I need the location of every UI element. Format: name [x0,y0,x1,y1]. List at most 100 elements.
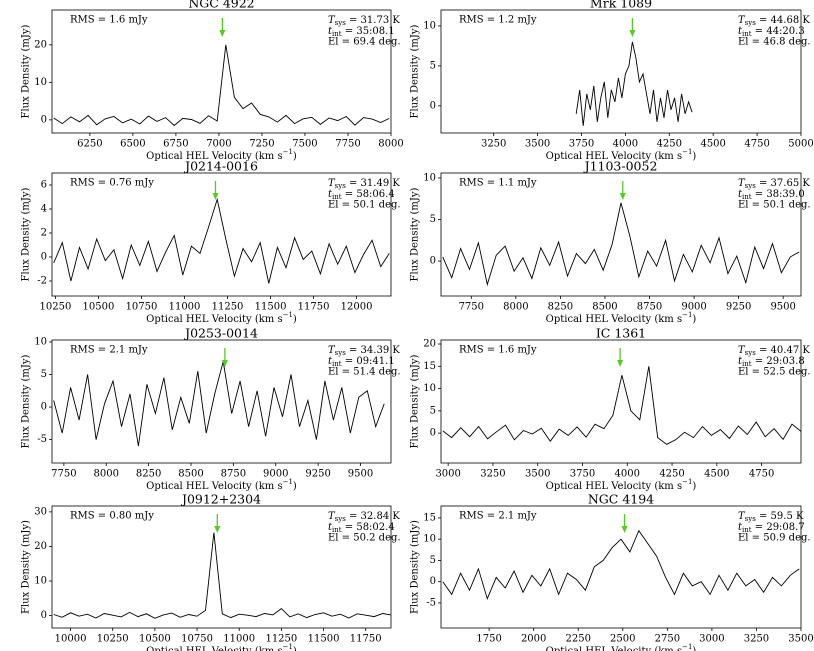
x-tick-label: 3750 [569,139,594,150]
y-tick-label: 5 [430,405,436,416]
el-label: El = 69.4 deg. [328,37,401,48]
value: = 37.65 K [756,178,811,189]
rms-label: RMS = 0.76 mJy [70,178,154,189]
el-label: El = 51.4 deg. [328,367,401,378]
x-tick-label: 9500 [770,302,795,313]
tint-label: tint = 58:02.4 [328,522,395,535]
subscript: int [742,526,752,534]
tint-label: tint = 35:08.1 [328,26,395,39]
value: = 29:08.7 [752,522,805,533]
y-tick-label: 10 [34,77,47,88]
plot-frame [440,339,802,464]
tsys-label: Tsys = 59.5 K [738,511,804,524]
spectrum-line [53,44,390,127]
panel-title: J0912+2304 [180,492,261,507]
y-tick-label: 0 [41,252,47,263]
x-axis-label-part: −1 [283,311,293,319]
arrow-head [212,193,219,200]
x-tick-label: 3000 [699,634,724,645]
y-tick-label: -5 [37,434,47,445]
y-axis-label: Flux Density (mJy) [410,520,421,614]
x-tick-label: 11500 [255,302,287,313]
y-axis-label: Flux Density (mJy) [21,520,32,614]
subscript: int [742,360,752,368]
y-axis-label: Flux Density (mJy) [410,24,421,118]
x-tick-label: 4750 [749,469,774,480]
rms-label: RMS = 1.2 mJy [459,15,537,26]
y-axis-label: Flux Density (mJy) [21,24,32,118]
plot-frame [51,172,392,297]
x-axis-label: Optical HEL Velocity (km s−1) [146,643,297,651]
x-tick-label: 8500 [178,469,203,480]
y-tick-label: 10 [423,20,436,31]
x-tick-label: 11000 [223,634,255,645]
x-tick-label: 9250 [305,469,330,480]
value: = 31.49 K [346,178,401,189]
x-axis-label-part: ) [692,646,696,651]
spectrum-line [442,366,802,445]
tsys-label: Tsys = 40.47 K [738,345,810,358]
x-axis-label-part: −1 [283,478,293,486]
x-tick-label: 8000 [378,139,403,150]
x-tick-label: 1750 [476,634,501,645]
x-tick-label: 3500 [525,469,550,480]
symbol: t [738,522,743,533]
rms-label: RMS = 2.1 mJy [70,345,148,356]
value: = 34.39 K [346,345,401,356]
x-axis-label: Optical HEL Velocity (km s−1) [146,148,297,162]
x-axis-label-part: −1 [283,643,293,651]
x-tick-label: 4250 [657,139,682,150]
symbol: t [738,189,743,200]
subscript: int [742,30,752,38]
x-axis-label-part: Optical HEL Velocity (km s [146,646,282,651]
x-tick-label: 4000 [615,469,640,480]
y-axis-label: Flux Density (mJy) [21,187,32,281]
x-axis-label-part: Optical HEL Velocity (km s [546,646,682,651]
x-axis-label: Optical HEL Velocity (km s−1) [146,311,297,325]
x-tick-label: 4250 [659,469,684,480]
panel: J1103-0052 7750 8000 8250 8500 8750 9000 9250 95… [410,159,811,325]
y-tick-label: 0 [41,402,47,413]
x-tick-label: 7250 [249,139,274,150]
tint-label: tint = 29:03.8 [738,356,805,369]
subscript: int [332,193,342,201]
arrow-head [629,30,636,37]
y-tick-label: 20 [34,541,47,552]
value: = 44:20.3 [752,26,805,37]
rms-label: RMS = 1.6 mJy [70,15,148,26]
spectrum-line [53,361,385,447]
y-tick-label: 0 [430,576,436,587]
subscript: sys [745,349,757,357]
x-tick-label: 2250 [566,634,591,645]
el-label: El = 50.2 deg. [328,533,401,544]
value: = 09:41.1 [342,356,395,367]
y-tick-label: -5 [426,597,436,608]
subscript: sys [335,182,347,190]
x-tick-label: 9000 [681,302,706,313]
arrow-head [617,360,624,367]
symbol: t [328,356,333,367]
subscript: int [742,193,752,201]
arrow-head [621,526,628,533]
plot-frame [440,505,802,629]
x-tick-label: 8000 [94,469,119,480]
panel-title: IC 1361 [596,326,646,341]
subscript: sys [335,515,347,523]
arrow-head [214,526,221,533]
x-tick-label: 10750 [126,302,158,313]
x-axis-label: Optical HEL Velocity (km s−1) [546,643,697,651]
symbol: t [738,356,743,367]
value: = 58:06.4 [342,189,395,200]
x-axis-label-part: −1 [283,148,293,156]
arrow-head [219,30,226,37]
panel-title: NGC 4194 [588,492,654,507]
subscript: int [332,526,342,534]
x-tick-label: 8000 [503,302,528,313]
tsys-label: Tsys = 44.68 K [738,15,810,28]
x-tick-label: 8750 [221,469,246,480]
value: = 38:39.0 [752,189,805,200]
panel-title: J0214-0016 [183,159,258,174]
tsys-label: Tsys = 37.65 K [738,178,810,191]
y-tick-label: 0 [41,114,47,125]
